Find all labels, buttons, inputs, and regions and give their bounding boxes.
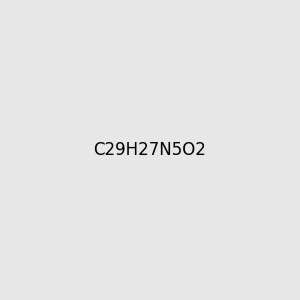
Text: C29H27N5O2: C29H27N5O2 — [94, 141, 206, 159]
